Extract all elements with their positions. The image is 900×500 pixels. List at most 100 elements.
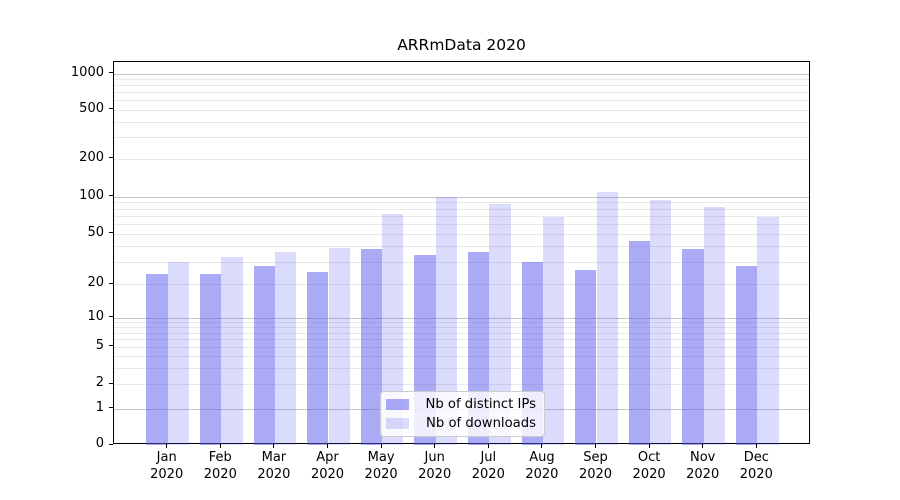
- y-tick-mark: [109, 108, 113, 110]
- gridline-minor: [114, 215, 809, 217]
- x-tick-label: Mar 2020: [257, 450, 291, 482]
- bar-downloads-aug: [542, 217, 565, 445]
- gridline-minor: [114, 109, 809, 111]
- x-tick-label: Dec 2020: [739, 450, 773, 482]
- legend-swatch-downloads: [386, 418, 409, 429]
- bar-distinct-ips-jan: [146, 274, 168, 445]
- gridline-major: [114, 196, 809, 198]
- bar-downloads-sep: [596, 191, 618, 445]
- gridline-minor: [114, 346, 809, 348]
- y-tick-mark: [109, 232, 113, 234]
- chart-title: ARRmData 2020: [397, 36, 526, 54]
- gridline-minor: [114, 233, 809, 235]
- bar-downloads-nov: [703, 207, 726, 445]
- y-tick-label: 0: [95, 436, 104, 451]
- x-tick-label: Apr 2020: [310, 450, 345, 482]
- gridline-minor: [114, 246, 809, 248]
- bar-downloads-oct: [650, 199, 672, 445]
- gridline-minor: [114, 202, 809, 204]
- gridline-minor: [114, 79, 809, 81]
- gridline-minor: [114, 100, 809, 102]
- legend-item-downloads: Nb of downloads: [386, 414, 536, 433]
- x-tick-mark: [541, 444, 543, 448]
- x-tick-label: Jun 2020: [418, 450, 452, 482]
- bar-distinct-ips-oct: [628, 240, 651, 445]
- legend-label-downloads: Nb of downloads: [426, 416, 536, 431]
- gridline-minor: [114, 224, 809, 226]
- y-tick-mark: [109, 195, 113, 197]
- x-tick-label: Jul 2020: [471, 450, 505, 482]
- legend-item-distinct-ips: Nb of distinct IPs: [386, 395, 536, 414]
- gridline-minor: [114, 332, 809, 334]
- gridline-minor: [114, 208, 809, 210]
- x-tick-mark: [219, 444, 221, 448]
- y-tick-mark: [109, 157, 113, 159]
- x-tick-mark: [327, 444, 328, 448]
- x-tick-label: Sep 2020: [578, 450, 613, 482]
- bar-downloads-jul: [489, 204, 511, 445]
- gridline-minor: [114, 339, 809, 341]
- x-tick-label: Aug 2020: [525, 450, 559, 482]
- gridline-minor: [114, 158, 809, 160]
- bar-distinct-ips-nov: [682, 248, 704, 445]
- x-tick-label: Feb 2020: [203, 450, 237, 482]
- y-tick-mark: [109, 316, 113, 318]
- gridline-minor: [114, 384, 809, 386]
- y-tick-mark: [109, 345, 113, 347]
- y-tick-label: 1: [95, 399, 104, 415]
- y-tick-mark: [109, 407, 113, 409]
- x-tick-mark: [166, 444, 168, 448]
- bar-distinct-ips-dec: [735, 265, 758, 445]
- bar-distinct-ips-mar: [253, 265, 275, 445]
- x-tick-mark: [648, 444, 650, 448]
- legend-label-distinct-ips: Nb of distinct IPs: [425, 397, 536, 412]
- y-tick-label: 500: [79, 100, 104, 116]
- bar-downloads-feb: [221, 256, 243, 445]
- legend: Nb of distinct IPs Nb of downloads: [380, 391, 545, 437]
- bar-distinct-ips-may: [360, 248, 383, 445]
- gridline-minor: [114, 327, 809, 329]
- x-tick-mark: [273, 444, 275, 448]
- x-tick-mark: [434, 444, 436, 448]
- gridline-minor: [114, 85, 809, 87]
- y-tick-label: 100: [79, 187, 104, 203]
- y-tick-label: 1000: [70, 64, 104, 80]
- bar-downloads-may: [382, 214, 404, 445]
- x-tick-mark: [487, 444, 489, 448]
- y-tick-mark: [109, 382, 113, 384]
- gridline-minor: [114, 367, 809, 369]
- gridline-major: [114, 73, 809, 75]
- x-tick-mark: [380, 444, 382, 448]
- x-tick-mark: [702, 444, 704, 448]
- x-tick-label: Jan 2020: [150, 450, 184, 482]
- y-tick-label: 20: [87, 275, 104, 291]
- bar-distinct-ips-sep: [575, 269, 597, 445]
- legend-swatch-distinct-ips: [386, 399, 409, 410]
- gridline-minor: [114, 137, 809, 139]
- y-tick-mark: [109, 72, 113, 74]
- y-tick-mark: [109, 443, 113, 445]
- y-tick-mark: [109, 282, 113, 284]
- y-tick-label: 200: [79, 149, 104, 165]
- y-tick-label: 2: [95, 375, 104, 391]
- bar-downloads-apr: [328, 247, 350, 445]
- y-tick-label: 10: [87, 308, 104, 324]
- x-tick-label: Oct 2020: [632, 450, 666, 482]
- gridline-minor: [114, 355, 809, 357]
- x-tick-label: Nov 2020: [686, 450, 720, 482]
- x-tick-mark: [755, 444, 757, 448]
- bar-distinct-ips-apr: [307, 271, 329, 445]
- bar-downloads-jan: [167, 261, 190, 445]
- gridline-minor: [114, 121, 809, 123]
- bar-downloads-jun: [435, 196, 458, 445]
- x-tick-label: May 2020: [364, 450, 398, 482]
- bar-distinct-ips-feb: [199, 274, 222, 445]
- y-tick-label: 5: [95, 337, 104, 353]
- gridline-minor: [114, 261, 809, 263]
- y-tick-label: 50: [87, 224, 104, 240]
- bar-downloads-dec: [757, 216, 779, 445]
- gridline-major: [114, 317, 809, 319]
- gridline-minor: [114, 284, 809, 286]
- plot-area: [113, 61, 810, 445]
